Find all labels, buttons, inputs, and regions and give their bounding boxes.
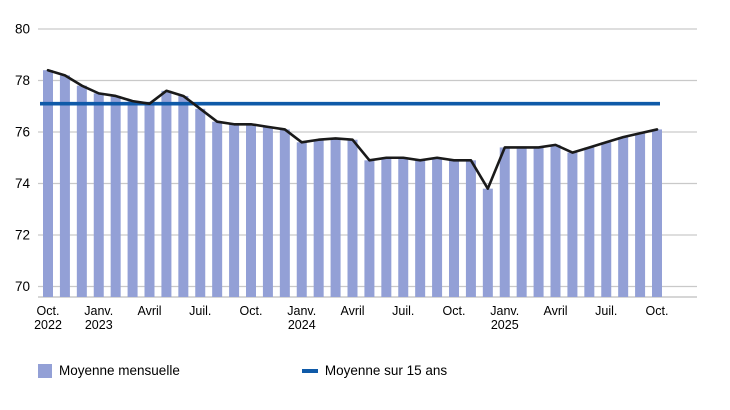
x-axis-tick-label: Juil. bbox=[392, 304, 414, 318]
bar-avril-2023 bbox=[144, 103, 155, 297]
x-axis-tick-label: Juil. bbox=[595, 304, 617, 318]
bar-nov--2024 bbox=[465, 160, 476, 297]
x-axis-tick-label: Avril bbox=[543, 304, 567, 318]
x-axis-tick-label: Avril bbox=[137, 304, 161, 318]
line-series-swatch-icon bbox=[301, 368, 318, 373]
bar-oct--2024 bbox=[449, 160, 459, 297]
bar-juin-2023 bbox=[178, 95, 189, 297]
y-axis-tick-label: 78 bbox=[15, 73, 30, 88]
bar-mars-2025 bbox=[533, 147, 544, 297]
bar-mars-2024 bbox=[330, 138, 341, 297]
x-axis-tick-label: Janv. bbox=[84, 304, 113, 318]
bar-août-2023 bbox=[212, 121, 223, 297]
bar-oct--2025 bbox=[652, 129, 662, 297]
bar-juil--2025 bbox=[601, 142, 612, 297]
legend-label-15yr: Moyenne sur 15 ans bbox=[324, 363, 448, 378]
bar-avril-2024 bbox=[347, 139, 358, 297]
bar-nov--2023 bbox=[262, 126, 273, 297]
x-axis-tick-label: Janv. bbox=[287, 304, 316, 318]
bar-janv--2023 bbox=[93, 93, 104, 297]
bar-févr--2023 bbox=[110, 95, 121, 297]
bar-mai-2025 bbox=[567, 152, 578, 297]
bar-oct--2022 bbox=[43, 70, 53, 297]
legend-item-15yr-average: Moyenne sur 15 ans bbox=[301, 363, 448, 378]
bar-sept--2025 bbox=[635, 133, 646, 297]
bar-févr--2025 bbox=[516, 147, 527, 297]
bar-août-2025 bbox=[618, 137, 629, 297]
y-axis-tick-label: 74 bbox=[15, 176, 31, 191]
y-axis-tick-label: 76 bbox=[15, 125, 30, 140]
bar-juil--2023 bbox=[195, 108, 206, 297]
bar-févr--2024 bbox=[313, 139, 324, 297]
legend: Moyenne mensuelle Moyenne sur 15 ans bbox=[38, 363, 447, 378]
y-axis-tick-label: 72 bbox=[15, 228, 30, 243]
legend-label-monthly: Moyenne mensuelle bbox=[59, 363, 180, 378]
bar-avril-2025 bbox=[550, 144, 561, 297]
bar-déc--2023 bbox=[279, 129, 290, 297]
bar-déc--2022 bbox=[76, 85, 87, 298]
x-axis-tick-label: Oct. bbox=[646, 304, 669, 318]
y-axis-tick-label: 70 bbox=[15, 279, 30, 294]
legend-item-monthly-average: Moyenne mensuelle bbox=[38, 363, 180, 378]
bar-mai-2023 bbox=[161, 90, 172, 297]
bar-août-2024 bbox=[415, 160, 426, 297]
bar-mars-2023 bbox=[127, 101, 138, 297]
bar-juin-2024 bbox=[381, 157, 392, 297]
x-axis-tick-year-label: 2024 bbox=[288, 318, 316, 332]
bar-janv--2025 bbox=[499, 147, 510, 297]
x-axis-tick-label: Oct. bbox=[240, 304, 263, 318]
x-axis-tick-year-label: 2025 bbox=[491, 318, 519, 332]
bar-janv--2024 bbox=[296, 142, 307, 297]
bar-juin-2025 bbox=[584, 147, 595, 297]
x-axis-tick-label: Janv. bbox=[490, 304, 519, 318]
bar-nov--2022 bbox=[59, 75, 70, 297]
bar-juil--2024 bbox=[398, 157, 409, 297]
x-axis-tick-year-label: 2023 bbox=[85, 318, 113, 332]
x-axis-tick-label: Oct. bbox=[37, 304, 60, 318]
monthly-values-line bbox=[46, 68, 659, 190]
bar-oct--2023 bbox=[246, 124, 256, 298]
bar-series-swatch-icon bbox=[38, 363, 52, 378]
x-axis-tick-label: Juil. bbox=[189, 304, 211, 318]
x-axis-tick-label: Oct. bbox=[443, 304, 466, 318]
bar-sept--2024 bbox=[432, 157, 443, 297]
bar-déc--2024 bbox=[482, 188, 493, 297]
y-axis-tick-label: 80 bbox=[15, 22, 30, 37]
bar-mai-2024 bbox=[364, 160, 375, 297]
bar-sept--2023 bbox=[229, 124, 240, 298]
x-axis-tick-label: Avril bbox=[340, 304, 364, 318]
x-axis-tick-year-label: 2022 bbox=[34, 318, 62, 332]
